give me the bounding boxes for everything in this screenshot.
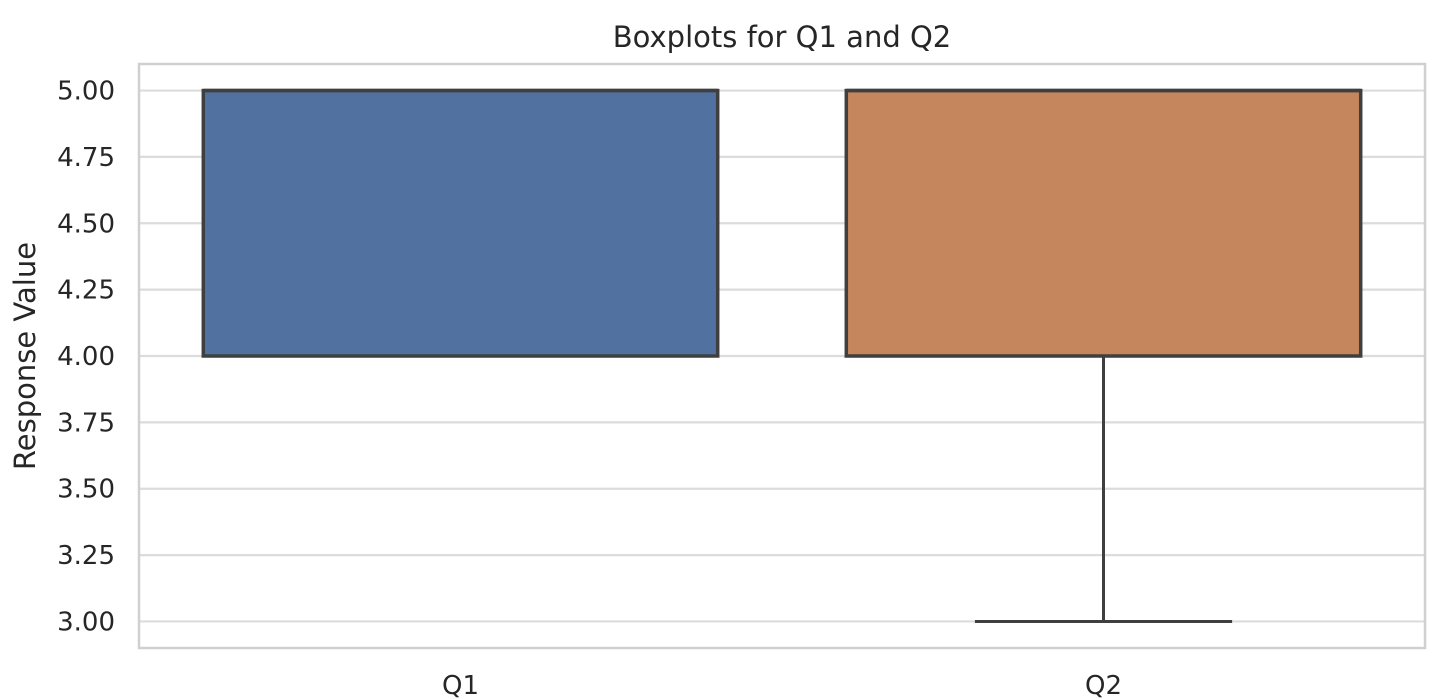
y-tick-label: 5.00 — [57, 77, 115, 107]
y-tick-label: 3.75 — [57, 408, 115, 438]
chart-title: Boxplots for Q1 and Q2 — [613, 20, 951, 54]
y-tick-label: 4.00 — [57, 342, 115, 372]
box-Q2 — [844, 88, 1363, 623]
y-tick-label: 4.50 — [57, 209, 115, 239]
x-tick-label: Q1 — [442, 671, 479, 699]
plot-frame — [137, 62, 1427, 650]
box-Q1 — [201, 88, 720, 358]
x-tick-label: Q2 — [1085, 671, 1122, 699]
y-tick-labels: 3.00 3.25 3.50 3.75 4.00 4.25 4.50 4.75 5.00 — [57, 77, 115, 638]
y-tick-label: 3.25 — [57, 541, 115, 571]
box-body — [844, 88, 1363, 358]
y-tick-label: 4.75 — [57, 143, 115, 173]
y-tick-label: 3.50 — [57, 475, 115, 505]
x-tick-labels: Q1 Q2 — [442, 671, 1122, 699]
box-series — [201, 88, 1363, 623]
box-body — [201, 88, 720, 358]
y-tick-label: 4.25 — [57, 276, 115, 306]
y-axis-title: Response Value — [8, 242, 42, 470]
y-tick-label: 3.00 — [57, 607, 115, 637]
